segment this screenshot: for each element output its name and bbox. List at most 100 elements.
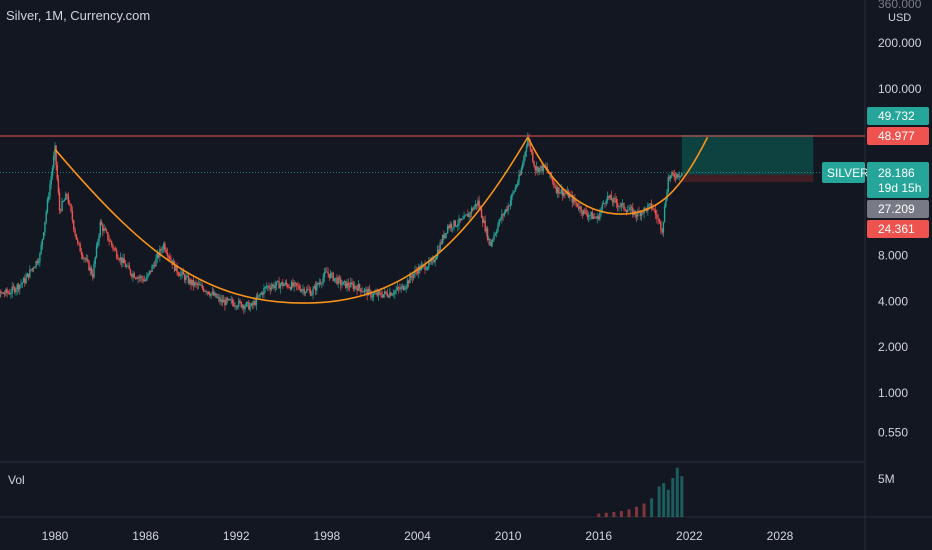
- candle-body: [551, 178, 554, 182]
- candle-body: [628, 209, 630, 211]
- candle-body: [60, 210, 62, 212]
- candle-body: [488, 238, 490, 240]
- candle-body: [165, 250, 167, 253]
- candle-body: [497, 225, 499, 232]
- volume-bar: [662, 483, 666, 517]
- candle-body: [338, 277, 341, 279]
- candle-body: [630, 207, 633, 209]
- candle-body: [475, 203, 478, 206]
- volume-bar: [650, 498, 654, 517]
- candle-body: [21, 282, 23, 284]
- candle-body: [192, 279, 195, 286]
- candle-body: [453, 220, 455, 228]
- candle-body: [433, 259, 435, 263]
- candle-body: [413, 274, 415, 279]
- candle-body: [357, 284, 360, 291]
- candle-body: [555, 187, 558, 193]
- candle-body: [321, 282, 323, 284]
- candle-body: [448, 226, 450, 228]
- candle-body: [556, 187, 559, 193]
- candle-body: [313, 285, 315, 289]
- candle-body: [219, 297, 221, 302]
- candle-body: [37, 261, 40, 263]
- candle-body: [501, 214, 503, 220]
- volume-bar: [657, 486, 661, 517]
- candle-body: [554, 185, 556, 188]
- candle-body: [353, 285, 356, 289]
- candle-body: [222, 300, 225, 303]
- volume-label: Vol: [8, 473, 25, 487]
- candle-body: [67, 195, 70, 204]
- candle-body: [151, 265, 153, 272]
- candle-body: [45, 211, 47, 222]
- candle-body: [336, 277, 338, 284]
- candle-body: [580, 206, 582, 212]
- candle-body: [265, 286, 268, 288]
- candle-body: [78, 242, 80, 244]
- candle-body: [592, 216, 595, 219]
- candle-body: [79, 243, 81, 252]
- candle-body: [323, 272, 326, 278]
- candle-body: [173, 261, 176, 271]
- candle-body: [279, 284, 282, 289]
- candle-body: [292, 282, 294, 287]
- candle-body: [94, 256, 96, 264]
- candle-body: [608, 195, 610, 198]
- x-tick-label: 2022: [676, 529, 703, 543]
- candle-body: [663, 206, 666, 222]
- candle-body: [258, 294, 260, 297]
- candle-body: [584, 209, 586, 211]
- candle-body: [197, 284, 200, 286]
- candle-body: [458, 218, 460, 225]
- candle-body: [350, 282, 352, 288]
- candle-body: [565, 193, 567, 195]
- candle-body: [180, 273, 182, 277]
- candle-body: [248, 302, 250, 310]
- candle-body: [56, 164, 58, 180]
- candle-body: [123, 258, 125, 264]
- candle-body: [29, 269, 31, 278]
- candle-body: [380, 292, 382, 296]
- candle-body: [3, 293, 6, 295]
- candle-body: [392, 293, 395, 295]
- candle-body: [681, 172, 683, 176]
- candle-body: [635, 214, 638, 217]
- candle-body: [520, 168, 523, 175]
- candle-body: [42, 232, 45, 240]
- candle-body: [537, 166, 539, 173]
- candle-body: [284, 282, 287, 285]
- candle-body: [143, 280, 146, 282]
- candle-body: [216, 297, 219, 299]
- candle-body: [113, 248, 115, 250]
- candle-body: [188, 279, 191, 284]
- candle-body: [561, 189, 564, 196]
- candle-body: [632, 207, 634, 216]
- candle-body: [539, 165, 542, 168]
- candle-body: [491, 239, 494, 243]
- candle-body: [146, 275, 148, 281]
- candle-body: [6, 289, 8, 293]
- candle-body: [569, 194, 571, 198]
- candle-body: [316, 283, 318, 291]
- candle-body: [406, 280, 409, 287]
- candle-body: [449, 224, 451, 228]
- candle-body: [542, 165, 544, 172]
- candle-body: [48, 196, 50, 200]
- candle-body: [469, 212, 472, 214]
- candle-body: [553, 181, 555, 186]
- candle-body: [54, 145, 56, 156]
- candle-body: [233, 302, 235, 307]
- candle-body: [438, 249, 440, 252]
- candle-body: [20, 283, 22, 285]
- candle-body: [85, 258, 88, 260]
- candle-body: [71, 210, 74, 221]
- candle-body: [618, 206, 620, 207]
- candle-body: [74, 229, 76, 234]
- candle-body: [129, 269, 132, 275]
- candle-body: [468, 212, 470, 217]
- candle-body: [251, 303, 254, 305]
- bar-countdown-label: 19d 15h: [878, 181, 921, 195]
- candle-body: [166, 252, 169, 256]
- candle-body: [672, 172, 674, 175]
